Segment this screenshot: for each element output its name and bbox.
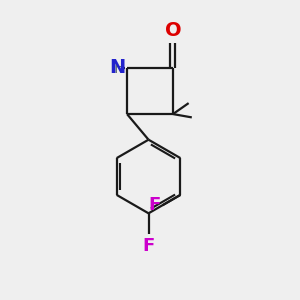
Text: F: F: [142, 238, 155, 256]
Text: O: O: [165, 21, 181, 40]
Text: F: F: [148, 196, 160, 214]
Text: H: H: [113, 61, 124, 76]
Text: N: N: [109, 58, 125, 77]
